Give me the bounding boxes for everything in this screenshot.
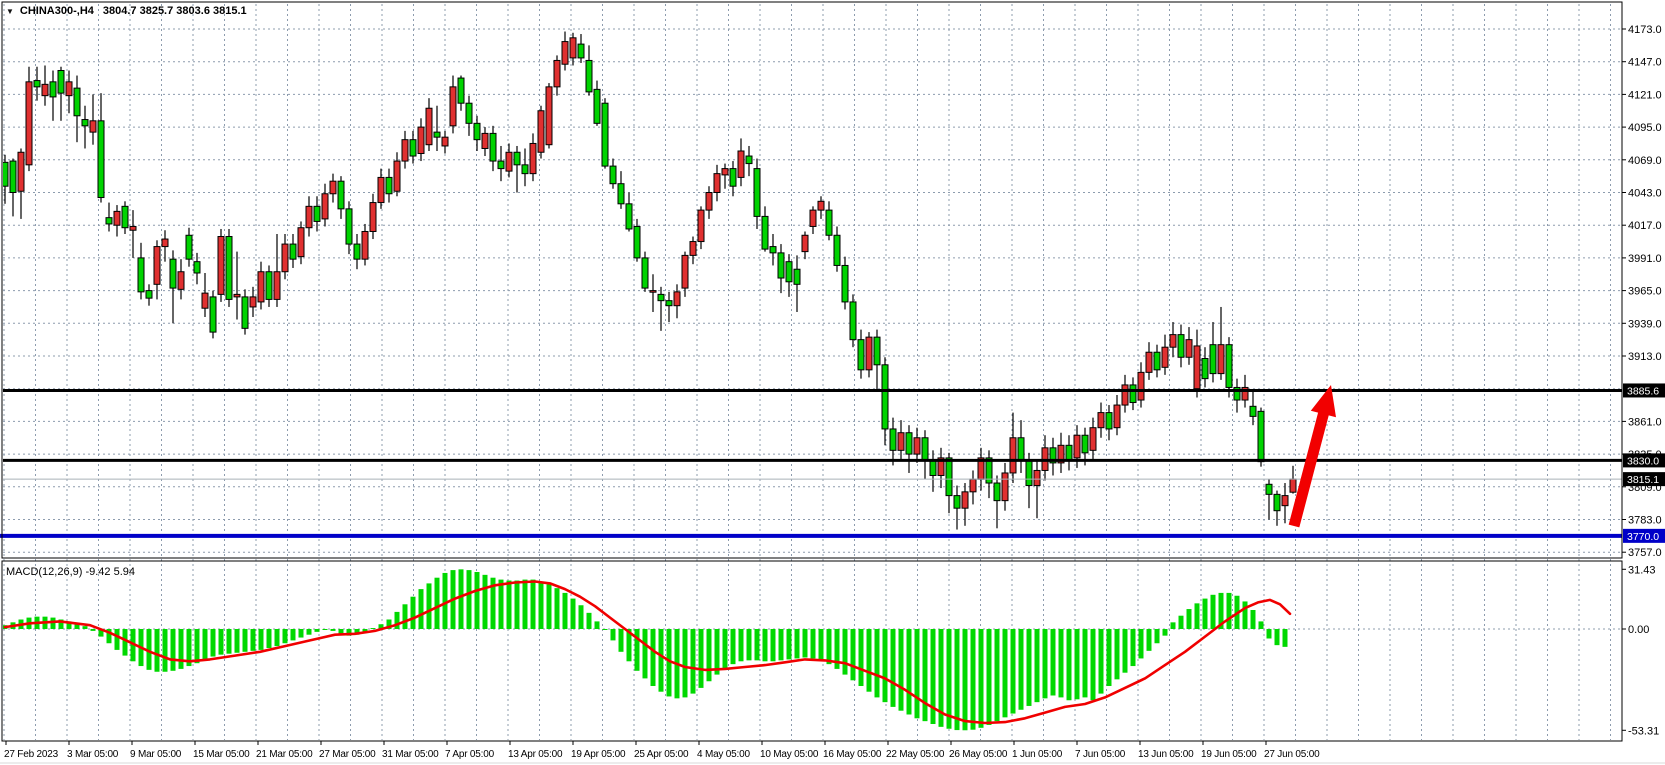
macd-label: MACD(12,26,9) -9.42 5.94 [6,566,136,578]
macd-indicator [3,569,1292,731]
svg-text:4017.0: 4017.0 [1628,220,1662,232]
time-axis-label: 7 Jun 05:00 [1075,749,1126,760]
svg-text:3861.0: 3861.0 [1628,416,1662,428]
time-scale[interactable]: 27 Feb 2023 3 Mar 05:00 9 Mar 05:00 15 Mar … [4,741,1320,760]
time-axis-label: 25 Apr 05:00 [634,749,689,760]
symbol-dropdown-icon[interactable]: ▼ [6,6,14,16]
svg-text:4147.0: 4147.0 [1628,57,1662,69]
price-scale[interactable]: 4173.0 4147.0 4121.0 4095.0 4069.0 4043.0 4017… [1622,24,1662,737]
svg-text:0.00: 0.00 [1628,624,1649,636]
time-axis-label: 22 May 05:00 [886,749,945,760]
svg-text:4069.0: 4069.0 [1628,155,1662,167]
time-axis-label: 4 May 05:00 [697,749,750,760]
time-axis-label: 21 Mar 05:00 [256,749,313,760]
time-axis-label: 10 May 05:00 [760,749,819,760]
price-badges: 3885.6 3830.0 3815.1 3770.0 [1623,383,1665,543]
time-axis-label: 27 Mar 05:00 [319,749,376,760]
price-badge: 3815.1 [1627,474,1659,486]
time-axis-label: 1 Jun 05:00 [1012,749,1063,760]
time-axis-label: 3 Mar 05:00 [67,749,119,760]
svg-text:4095.0: 4095.0 [1628,122,1662,134]
price-badge: 3885.6 [1627,385,1659,397]
svg-text:3939.0: 3939.0 [1628,318,1662,330]
svg-text:3965.0: 3965.0 [1628,286,1662,298]
time-axis-label: 31 Mar 05:00 [382,749,439,760]
svg-text:4173.0: 4173.0 [1628,24,1662,36]
time-axis-label: 19 Jun 05:00 [1201,749,1257,760]
time-axis-label: 7 Apr 05:00 [445,749,495,760]
time-axis-label: 9 Mar 05:00 [130,749,182,760]
time-axis-label: 27 Feb 2023 [4,749,59,760]
svg-text:3783.0: 3783.0 [1628,515,1662,527]
time-axis-label: 13 Apr 05:00 [508,749,563,760]
candlestick-series [3,31,1297,530]
svg-text:4121.0: 4121.0 [1628,89,1662,101]
time-axis-label: 26 May 05:00 [949,749,1008,760]
symbol-title: CHINA300-,H4 [19,5,94,17]
horizontal-price-lines [0,388,1622,538]
price-badge: 3830.0 [1627,455,1659,467]
time-axis-label: 15 Mar 05:00 [193,749,250,760]
svg-text:3913.0: 3913.0 [1628,351,1662,363]
svg-text:3991.0: 3991.0 [1628,253,1662,265]
svg-text:4043.0: 4043.0 [1628,188,1662,200]
symbol-ohlc-values: 3804.7 3825.7 3803.6 3815.1 [102,5,247,17]
svg-text:31.43: 31.43 [1628,564,1656,576]
svg-text:-53.31: -53.31 [1628,725,1659,737]
time-axis-label: 19 Apr 05:00 [571,749,626,760]
up-arrow-annotation [1288,385,1336,528]
time-axis-label: 27 Jun 05:00 [1264,749,1320,760]
time-axis-label: 13 Jun 05:00 [1138,749,1194,760]
svg-text:3757.0: 3757.0 [1628,547,1662,559]
price-badge: 3770.0 [1627,531,1659,543]
time-axis-label: 16 May 05:00 [823,749,882,760]
symbol-info-bar: ▼ CHINA300-,H4 3804.7 3825.7 3803.6 3815… [6,4,247,18]
